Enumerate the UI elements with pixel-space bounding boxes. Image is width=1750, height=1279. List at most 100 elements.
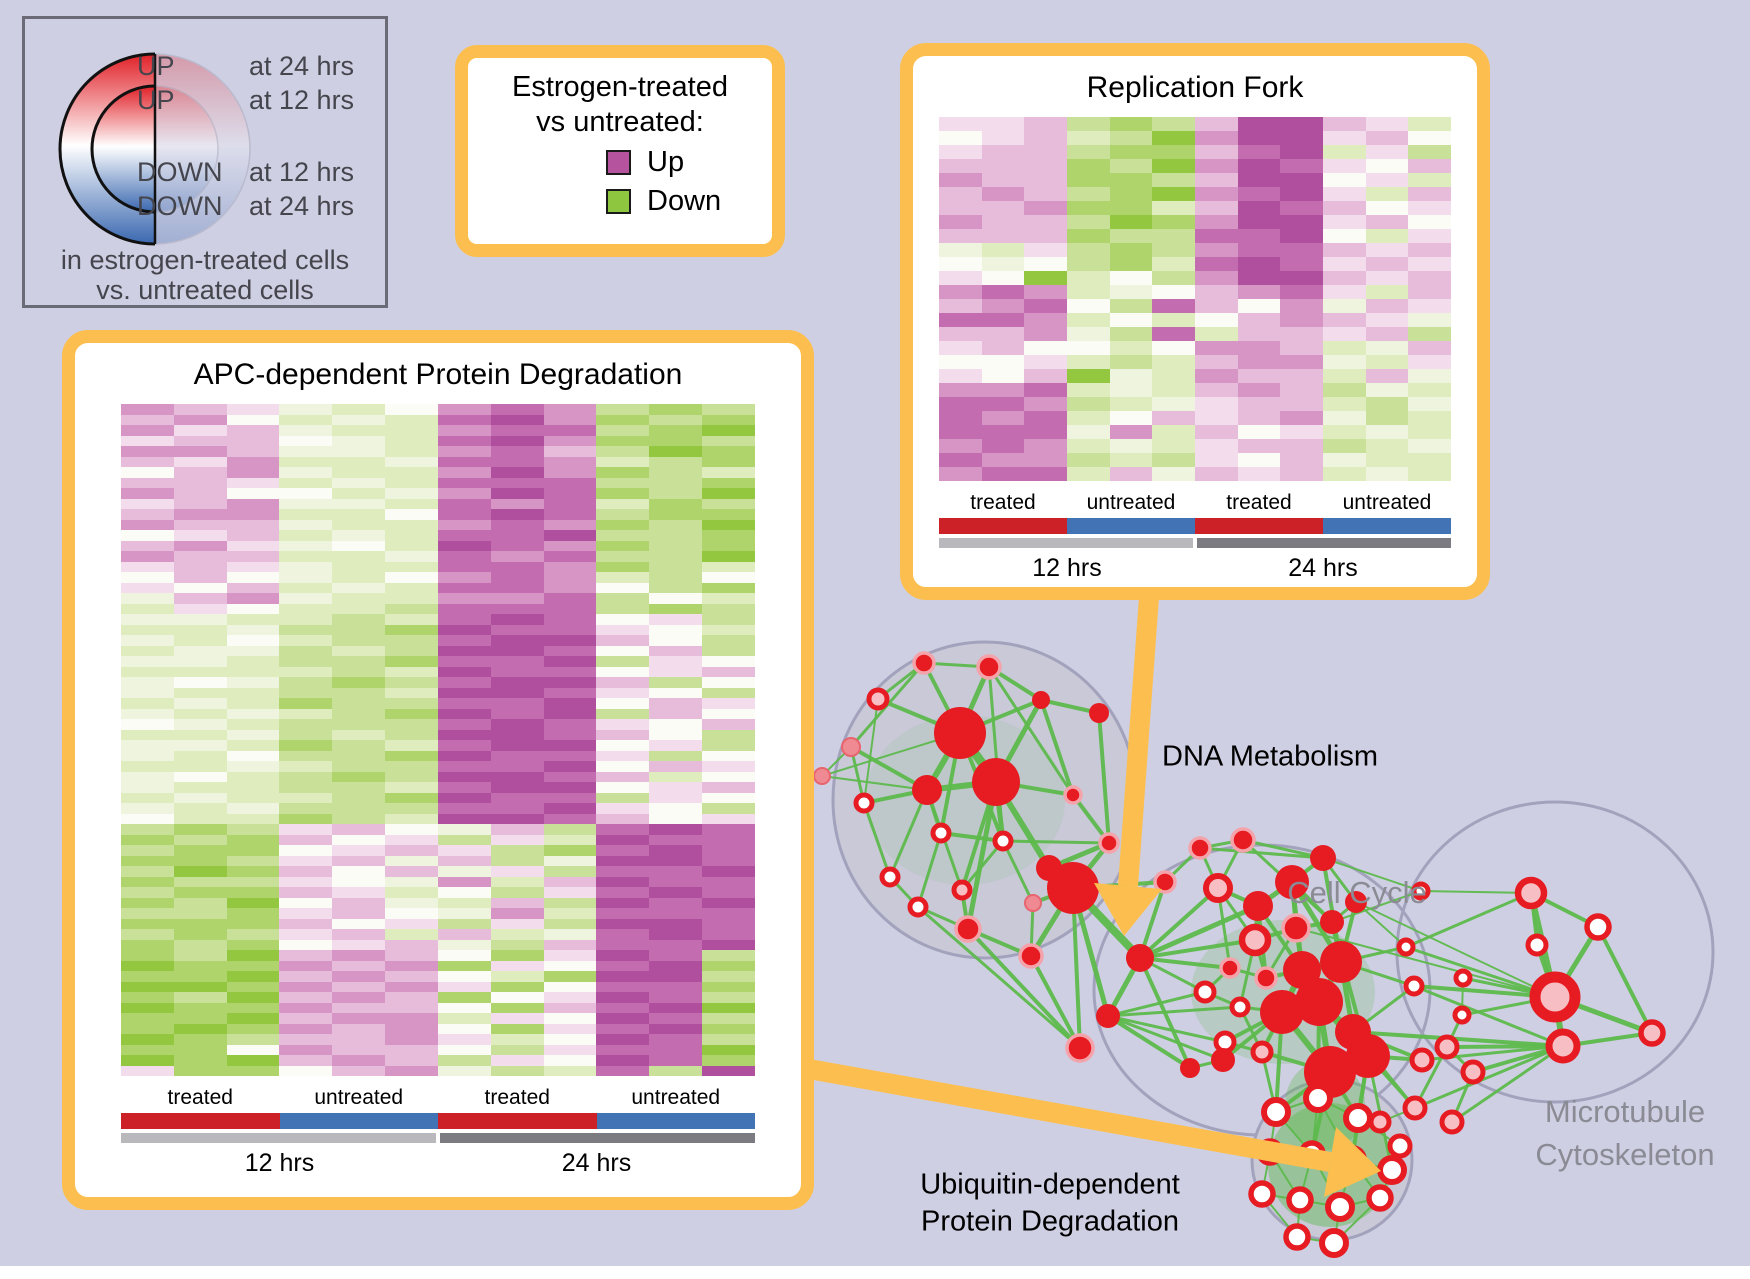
heatmap-cell	[1323, 425, 1366, 439]
heatmap-cell	[939, 313, 982, 327]
heatmap-cell	[437, 404, 491, 415]
network-edge	[960, 839, 1005, 892]
heatmap-cell	[437, 477, 491, 488]
network-node	[1366, 1184, 1394, 1212]
heatmap-cell	[332, 677, 386, 688]
heatmap-cell	[279, 834, 333, 845]
heatmap-cell	[332, 561, 386, 572]
heatmap-cell	[437, 582, 491, 593]
heatmap-cell	[649, 845, 703, 856]
heatmap-cell	[332, 582, 386, 593]
heatmap-cell	[385, 876, 438, 887]
heatmap-cell	[226, 792, 280, 803]
network-edge	[821, 775, 928, 791]
heatmap-cell	[437, 960, 491, 971]
heatmap-cell	[1365, 439, 1409, 453]
heatmap-cell	[1237, 313, 1281, 327]
heatmap-cell	[279, 897, 333, 908]
heatmap-cell	[173, 1034, 227, 1045]
heatmap-cell	[1195, 243, 1238, 257]
heatmap-cell	[1323, 117, 1366, 131]
heatmap-cell	[332, 1002, 386, 1013]
heatmap-cell	[121, 561, 174, 572]
heatmap-cell	[702, 1055, 755, 1066]
heatmap-cell	[543, 866, 597, 877]
heatmap-cell	[332, 456, 386, 467]
heatmap-cell	[437, 740, 491, 751]
heatmap-cell	[1195, 117, 1238, 131]
heatmap-cell	[1152, 299, 1195, 313]
heatmap-cell	[1109, 397, 1153, 411]
heatmap-cell	[437, 1013, 491, 1024]
heatmap-cell	[1195, 201, 1238, 215]
heatmap-cell	[173, 509, 227, 520]
heatmap-cell	[1152, 327, 1195, 341]
heatmap-cell	[121, 792, 174, 803]
heatmap-cell	[437, 698, 491, 709]
heatmap-cell	[437, 1055, 491, 1066]
microtubule-label-line2: Cytoskeleton	[1535, 1137, 1715, 1172]
heatmap-cell	[332, 971, 386, 982]
network-edge	[1071, 886, 1082, 1050]
heatmap-cell	[490, 834, 544, 845]
heatmap-cell	[596, 824, 650, 835]
heatmap-cell	[385, 761, 438, 772]
heatmap-cell	[121, 803, 174, 814]
heatmap-cell	[437, 876, 491, 887]
network-edge	[1106, 990, 1207, 1018]
heatmap-cell	[226, 750, 280, 761]
heatmap-cell	[596, 645, 650, 656]
heatmap-cell	[1408, 411, 1451, 425]
network-node	[1219, 957, 1241, 979]
heatmap-cell	[1024, 201, 1067, 215]
heatmap-cell	[385, 582, 438, 593]
heatmap-cell	[332, 414, 386, 425]
network-node	[1411, 881, 1431, 901]
heatmap-cell	[1024, 355, 1067, 369]
heatmap-cell	[173, 677, 227, 688]
heatmap-cell	[1109, 145, 1153, 159]
network-node	[1211, 1048, 1235, 1072]
heatmap-cell	[1323, 229, 1366, 243]
heatmap-cell	[437, 530, 491, 541]
heatmap-cell	[1109, 271, 1153, 285]
network-node	[1452, 1005, 1472, 1025]
heatmap-cell	[279, 698, 333, 709]
replication-fork-panel: Replication Fork treated untreated treat…	[900, 43, 1490, 600]
heatmap-cell	[385, 645, 438, 656]
heatmap-cell	[279, 593, 333, 604]
network-node	[1453, 968, 1473, 988]
heatmap-cell	[649, 656, 703, 667]
network-node	[1346, 1034, 1390, 1078]
heatmap-cell	[490, 582, 544, 593]
heatmap-cell	[121, 456, 174, 467]
heatmap-cell	[121, 782, 174, 793]
heatmap-cell	[226, 803, 280, 814]
heatmap-cell	[1323, 369, 1366, 383]
heatmap-cell	[1109, 467, 1153, 481]
heatmap-cell	[173, 918, 227, 929]
network-node	[1230, 827, 1256, 853]
network-edge	[1001, 839, 1035, 905]
inner-circle-solid-half	[90, 84, 155, 214]
heatmap-cell	[226, 477, 280, 488]
heatmap-cell	[702, 519, 755, 530]
heatmap-cell	[1152, 187, 1195, 201]
heatmap-cell	[981, 299, 1025, 313]
heatmap-cell	[939, 229, 982, 243]
heatmap-cell	[1109, 355, 1153, 369]
orange-arrow-head	[1324, 1127, 1381, 1197]
heatmap-cell	[543, 435, 597, 446]
heatmap-cell	[596, 876, 650, 887]
heatmap-cell	[1067, 187, 1110, 201]
group-label: treated	[970, 491, 1036, 514]
heatmap-cell	[437, 834, 491, 845]
legend-item-down: Down	[468, 185, 772, 218]
heatmap-cell	[226, 435, 280, 446]
network-edge	[1001, 839, 1111, 845]
heatmap-cell	[649, 771, 703, 782]
heatmap-cell	[173, 540, 227, 551]
heatmap-cell	[1280, 243, 1323, 257]
heatmap-cell	[121, 729, 174, 740]
network-node	[1203, 873, 1233, 903]
